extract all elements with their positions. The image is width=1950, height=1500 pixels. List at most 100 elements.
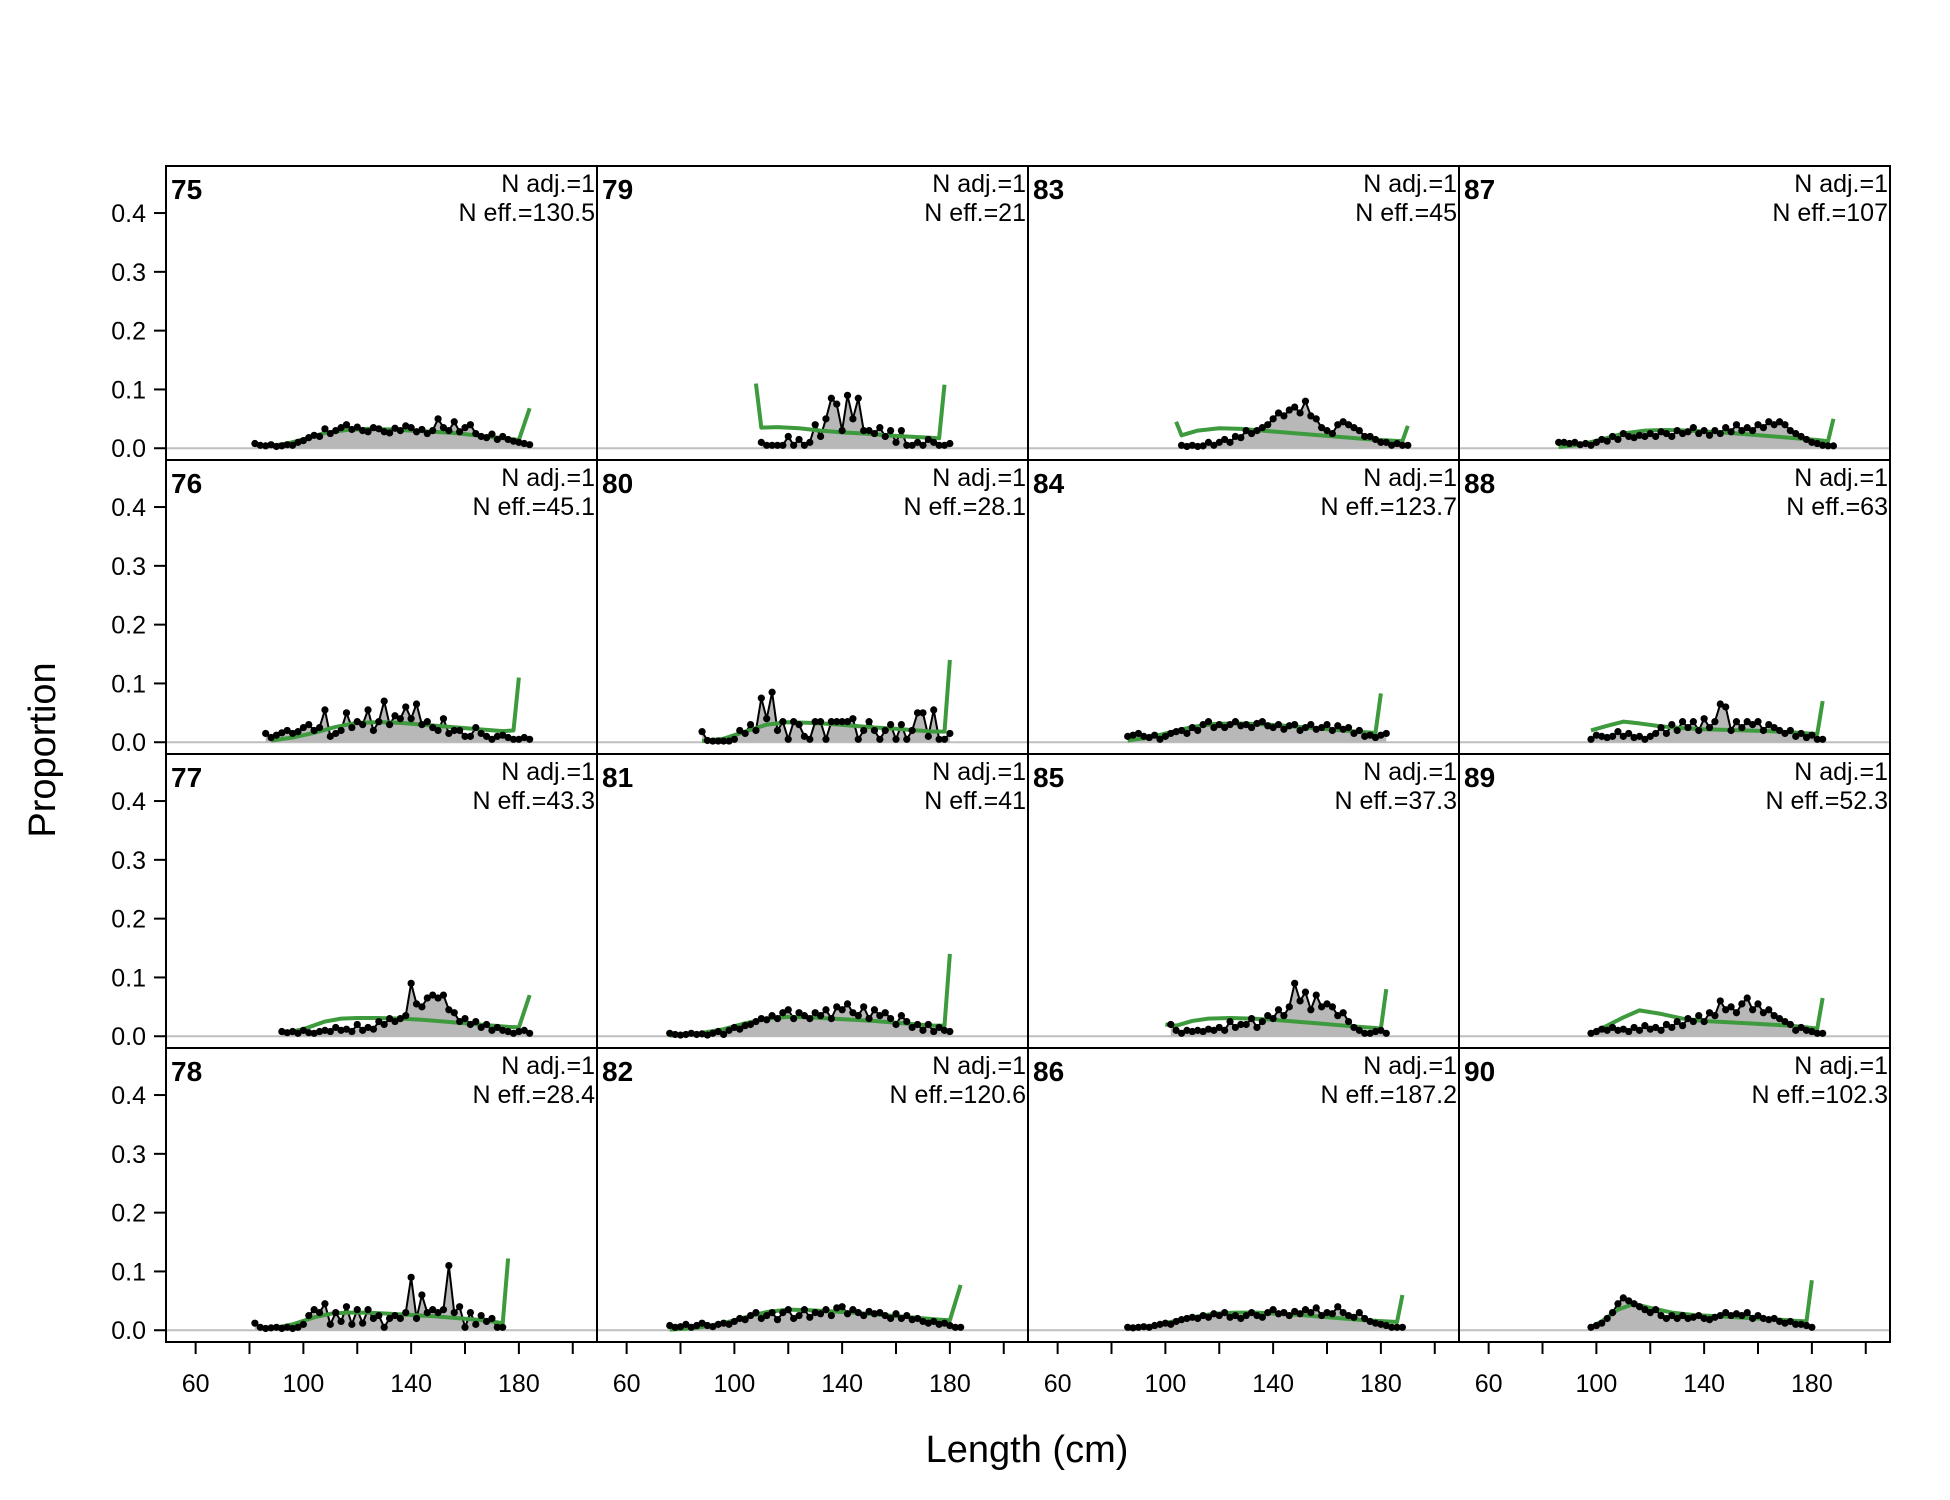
observed-point xyxy=(1819,1029,1827,1037)
observed-point xyxy=(1334,1012,1342,1020)
observed-point xyxy=(1194,1314,1202,1323)
observed-point xyxy=(1285,1311,1293,1320)
observed-point xyxy=(1318,424,1326,432)
observed-point xyxy=(1167,1020,1175,1029)
observed-point xyxy=(897,721,905,729)
observed-point xyxy=(332,729,340,738)
observed-point xyxy=(369,726,378,735)
panel-90: 90 N adj.=1N eff.=102.3 xyxy=(1458,1047,1891,1343)
observed-point xyxy=(482,434,491,442)
observed-point xyxy=(445,427,453,435)
observed-point xyxy=(1716,997,1724,1005)
observed-point xyxy=(385,721,394,729)
y-tick-label: 0.2 xyxy=(111,612,146,640)
observed-point xyxy=(1291,979,1299,987)
observed-point xyxy=(833,1003,841,1011)
observed-point xyxy=(746,721,755,729)
x-tick-label: 140 xyxy=(821,1370,863,1398)
observed-point xyxy=(515,1027,523,1036)
observed-point xyxy=(1285,406,1293,414)
observed-point xyxy=(450,1309,458,1317)
observed-point xyxy=(811,718,819,726)
observed-point xyxy=(1700,427,1708,435)
observed-point xyxy=(434,415,442,423)
observed-point xyxy=(1242,427,1250,435)
observed-point xyxy=(816,1310,825,1318)
observed-point xyxy=(865,1015,873,1023)
observed-point xyxy=(1398,1323,1407,1331)
observed-point xyxy=(698,728,706,736)
y-axis-group: 0.0 0.1 0.2 0.3 0.4 0.0 0.1 0.2 0.3 0.4 0.0 0.1 0.2 0… xyxy=(111,200,166,1345)
observed-point xyxy=(790,441,798,449)
observed-point xyxy=(1635,1303,1644,1311)
observed-point xyxy=(1641,735,1649,743)
observed-point xyxy=(720,1030,728,1039)
observed-point xyxy=(709,1323,717,1331)
observed-area xyxy=(1127,721,1387,743)
observed-point xyxy=(520,1026,528,1034)
observed-point xyxy=(1684,1015,1692,1023)
observed-point xyxy=(881,726,889,735)
observed-point xyxy=(892,1020,900,1029)
observed-point xyxy=(256,441,264,449)
observed-point xyxy=(385,429,394,437)
observed-point xyxy=(843,1310,852,1318)
observed-point xyxy=(310,726,318,735)
observed-point xyxy=(1280,412,1288,420)
observed-point xyxy=(1183,1314,1191,1323)
observed-point xyxy=(870,726,879,735)
observed-point xyxy=(305,434,313,442)
observed-point xyxy=(827,394,835,402)
observed-point xyxy=(908,1316,916,1324)
observed-point xyxy=(1689,424,1697,432)
observed-point xyxy=(1177,441,1186,449)
observed-point xyxy=(1274,1310,1283,1318)
observed-point xyxy=(1258,1017,1266,1026)
observed-point xyxy=(752,1017,760,1026)
observed-point xyxy=(429,1306,437,1314)
observed-point xyxy=(267,733,275,742)
n-eff-label: N eff.=120.6 xyxy=(890,1081,1026,1109)
observed-point xyxy=(1743,994,1751,1002)
observed-point xyxy=(412,700,421,708)
observed-point xyxy=(1301,988,1310,996)
observed-point xyxy=(1792,732,1800,740)
observed-point xyxy=(1323,721,1331,729)
observed-point xyxy=(1657,723,1665,732)
observed-point xyxy=(1188,723,1196,732)
observed-point xyxy=(1625,1297,1633,1305)
observed-point xyxy=(833,718,841,726)
observed-point xyxy=(919,1026,927,1034)
observed-point xyxy=(1754,1311,1762,1320)
x-tick-label: 60 xyxy=(613,1370,641,1398)
y-axis-label: Proportion xyxy=(22,662,64,837)
observed-point xyxy=(1657,1311,1665,1320)
observed-point xyxy=(1749,721,1757,729)
observed-point xyxy=(1565,439,1574,448)
y-tick-label: 0.2 xyxy=(111,1200,146,1228)
observed-point xyxy=(951,1323,959,1331)
expected-line xyxy=(281,994,532,1036)
n-adj-label: N adj.=1 xyxy=(1363,1052,1457,1080)
observed-point xyxy=(763,1311,771,1320)
observed-point xyxy=(1404,441,1412,449)
observed-point xyxy=(800,1012,809,1020)
observed-point xyxy=(1366,432,1374,441)
panel-label: 87 xyxy=(1464,174,1495,205)
observed-point xyxy=(790,1015,798,1023)
observed-point xyxy=(1280,1012,1288,1020)
n-adj-label: N adj.=1 xyxy=(1363,170,1457,198)
observed-point xyxy=(1738,1000,1746,1008)
observed-point xyxy=(526,735,534,743)
observed-point xyxy=(509,437,518,445)
observed-point xyxy=(892,438,900,446)
observed-point xyxy=(456,1017,464,1026)
observed-point xyxy=(1619,429,1627,438)
observed-point xyxy=(332,427,340,435)
observed-point xyxy=(289,1324,297,1333)
observed-point xyxy=(278,442,286,450)
observed-point xyxy=(1188,1313,1196,1321)
observed-point xyxy=(1625,1027,1633,1036)
observed-point xyxy=(1221,723,1229,732)
panel-label: 75 xyxy=(171,174,202,205)
